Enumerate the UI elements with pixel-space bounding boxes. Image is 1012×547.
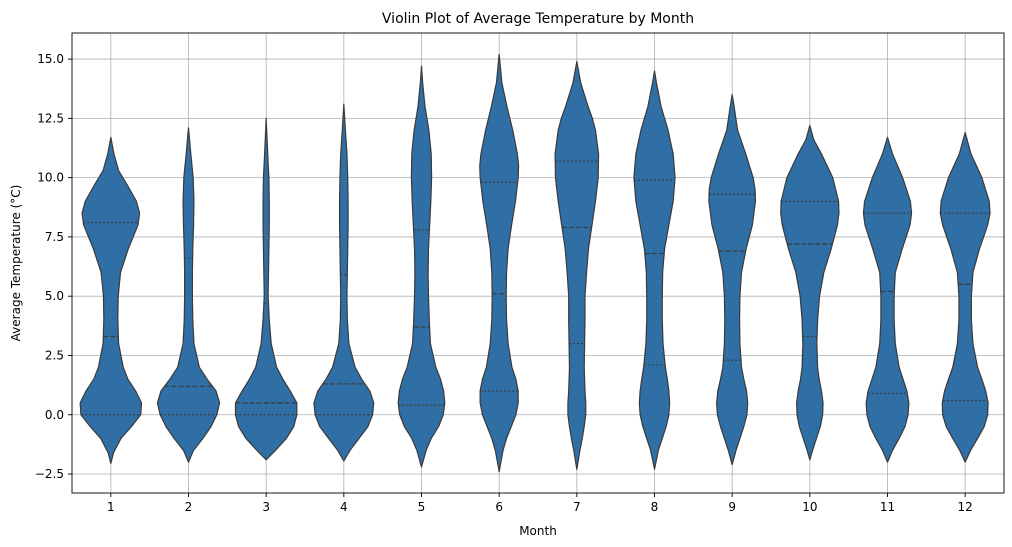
violin-body — [780, 124, 840, 461]
plot-frame — [71, 32, 1005, 494]
violin-month-12 — [939, 131, 991, 463]
violin-month-4 — [313, 103, 375, 462]
violin-body — [862, 136, 913, 463]
x-tick-label: 5 — [418, 500, 426, 514]
violin-month-8 — [633, 70, 676, 470]
violin-body — [479, 53, 520, 473]
y-axis-title: Average Temperature (°C) — [9, 185, 23, 342]
violin-month-1 — [79, 136, 143, 464]
x-tick-label: 12 — [958, 500, 973, 514]
x-tick-label: 1 — [107, 500, 115, 514]
y-tick-label: 0.0 — [45, 408, 64, 422]
violin-body — [79, 136, 143, 464]
violin-body — [234, 117, 298, 461]
violin-body — [397, 65, 446, 468]
y-tick-label: 12.5 — [37, 111, 64, 125]
violin-body — [708, 94, 757, 466]
axes: −2.50.02.55.07.510.012.515.01 2 3 4 5 6 7 8 9 10 1… — [35, 32, 1005, 514]
violin-body — [156, 127, 221, 463]
violin-month-11 — [862, 136, 913, 463]
y-tick-label: 7.5 — [45, 230, 64, 244]
x-axis-title: Month — [519, 524, 557, 538]
y-tick-label: 5.0 — [45, 289, 64, 303]
violin-month-3 — [234, 117, 298, 461]
x-tick-label: 10 — [802, 500, 817, 514]
violin-month-6 — [479, 53, 520, 473]
violin-month-10 — [780, 124, 840, 461]
x-tick-label: 6 — [495, 500, 503, 514]
x-tick-label: 7 — [573, 500, 581, 514]
y-tick-label: 2.5 — [45, 348, 64, 362]
x-tick-label: 4 — [340, 500, 348, 514]
violin-body — [554, 60, 600, 470]
violin-month-9 — [708, 94, 757, 466]
x-tick-label: 11 — [880, 500, 895, 514]
y-tick-label: 10.0 — [37, 171, 64, 185]
violins — [79, 53, 991, 473]
x-tick-label: 9 — [728, 500, 736, 514]
violin-body — [633, 70, 676, 470]
y-tick-label: 15.0 — [37, 52, 64, 66]
x-tick-label: 2 — [185, 500, 193, 514]
x-tick-label: 8 — [651, 500, 659, 514]
chart-title: Violin Plot of Average Temperature by Mo… — [382, 11, 694, 27]
violin-body — [313, 103, 375, 462]
violin-month-7 — [554, 60, 600, 470]
violin-body — [939, 131, 991, 463]
violin-month-2 — [156, 127, 221, 463]
y-tick-label: −2.5 — [35, 467, 64, 481]
x-tick-label: 3 — [262, 500, 270, 514]
violin-month-5 — [397, 65, 446, 468]
